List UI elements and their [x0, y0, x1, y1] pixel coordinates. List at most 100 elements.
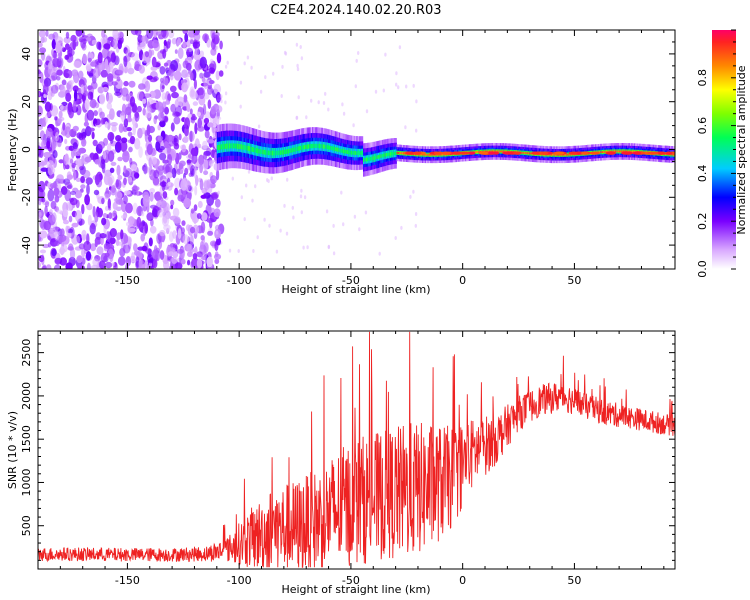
- heatmap-cell: [184, 33, 189, 43]
- heatmap-cell: [138, 222, 144, 232]
- heatmap-cell: [600, 151, 602, 154]
- heatmap-cell: [171, 37, 177, 45]
- heatmap-cell: [170, 59, 179, 72]
- heatmap-cell: [317, 100, 320, 105]
- heatmap-cell: [303, 195, 307, 200]
- heatmap-cell: [176, 37, 182, 46]
- heatmap-cell: [365, 109, 369, 114]
- heatmap-cell: [64, 54, 70, 60]
- heatmap-cell: [153, 169, 160, 179]
- heatmap-cell: [236, 143, 239, 149]
- heatmap-cell: [190, 72, 194, 81]
- heatmap-cell: [101, 217, 107, 226]
- y-tick-label: 0: [20, 146, 33, 153]
- heatmap-cell: [104, 121, 109, 128]
- heatmap-cell: [115, 179, 122, 190]
- heatmap-cell: [297, 95, 300, 100]
- heatmap-y-axis: -40 -20 0 20 40: [20, 29, 675, 270]
- heatmap-cell: [191, 153, 198, 165]
- heatmap-cell: [569, 153, 572, 156]
- heatmap-cell: [291, 147, 294, 153]
- heatmap-cell: [396, 151, 399, 154]
- heatmap-cell: [64, 138, 68, 145]
- heatmap-cell: [123, 118, 129, 128]
- heatmap-cell: [66, 49, 75, 57]
- x-tick-label: -100: [227, 574, 252, 587]
- heatmap-cell: [64, 73, 70, 78]
- heatmap-cell: [38, 180, 46, 193]
- heatmap-cell: [205, 203, 212, 216]
- heatmap-cell: [360, 151, 362, 155]
- heatmap-cell: [122, 150, 130, 163]
- heatmap-cell: [39, 218, 45, 229]
- heatmap-cell: [238, 144, 240, 149]
- heatmap-cell: [44, 156, 50, 163]
- heatmap-cell: [268, 223, 271, 228]
- heatmap-cell: [122, 125, 128, 133]
- heatmap-cell: [84, 98, 90, 111]
- heatmap-cell: [427, 153, 429, 156]
- heatmap-cell: [305, 115, 308, 120]
- heatmap-cell: [397, 152, 400, 154]
- heatmap-cell: [127, 176, 133, 183]
- colorbar-tick-label: 0.2: [696, 212, 709, 230]
- heatmap-cell: [242, 144, 244, 150]
- heatmap-cell: [259, 89, 263, 94]
- heatmap-cell: [490, 150, 492, 153]
- heatmap-cell: [497, 150, 499, 153]
- heatmap-cell: [142, 98, 147, 104]
- heatmap-cell: [341, 102, 344, 107]
- heatmap-cell: [116, 76, 121, 82]
- heatmap-cell: [357, 151, 360, 155]
- heatmap-cell: [111, 124, 117, 132]
- heatmap-cell: [364, 210, 368, 215]
- snr-y-label: SNR (10 * v/v): [6, 411, 19, 489]
- y-tick-label: 2500: [20, 339, 33, 367]
- heatmap-cell: [182, 41, 187, 48]
- heatmap-cell: [155, 31, 164, 36]
- heatmap-cell: [212, 122, 216, 128]
- heatmap-cell: [134, 111, 140, 122]
- heatmap-cell: [318, 143, 321, 149]
- heatmap-cell: [82, 53, 88, 65]
- heatmap-cell: [103, 243, 110, 249]
- heatmap-cell: [549, 153, 551, 156]
- heatmap-cell: [161, 30, 167, 38]
- heatmap-cell: [321, 144, 323, 149]
- heatmap-cell: [478, 151, 480, 153]
- heatmap-cell: [275, 249, 279, 254]
- heatmap-cell: [224, 64, 228, 69]
- heatmap-cell: [201, 250, 208, 261]
- heatmap-cell: [285, 149, 287, 154]
- heatmap-cell: [38, 30, 46, 38]
- heatmap-cell: [86, 65, 92, 72]
- heatmap-cell: [75, 190, 82, 199]
- heatmap-cell: [499, 150, 502, 153]
- heatmap-cell: [336, 147, 338, 152]
- heatmap-cell: [207, 230, 214, 236]
- heatmap-cell: [38, 255, 45, 263]
- x-tick-label: 50: [567, 274, 581, 287]
- heatmap-cell: [296, 63, 299, 68]
- heatmap-cell: [245, 183, 248, 188]
- heatmap-cell: [274, 150, 277, 156]
- heatmap-cell: [76, 132, 83, 139]
- heatmap-cell: [117, 175, 123, 180]
- heatmap-cell: [210, 175, 217, 184]
- heatmap-cell: [529, 152, 531, 155]
- heatmap-cell: [272, 71, 275, 76]
- heatmap-cell: [117, 256, 126, 266]
- heatmap-cell: [373, 156, 376, 160]
- heatmap-cell: [391, 152, 393, 156]
- heatmap-cell: [220, 99, 223, 104]
- heatmap-cell: [185, 62, 192, 71]
- heatmap-cell: [38, 198, 42, 206]
- heatmap-cell: [489, 150, 491, 153]
- x-tick-label: 0: [459, 574, 466, 587]
- heatmap-cell: [207, 159, 215, 164]
- heatmap-cell: [239, 80, 243, 85]
- heatmap-cell: [220, 144, 223, 150]
- heatmap-cell: [352, 150, 354, 155]
- heatmap-cell: [104, 58, 109, 70]
- heatmap-cell: [177, 228, 182, 240]
